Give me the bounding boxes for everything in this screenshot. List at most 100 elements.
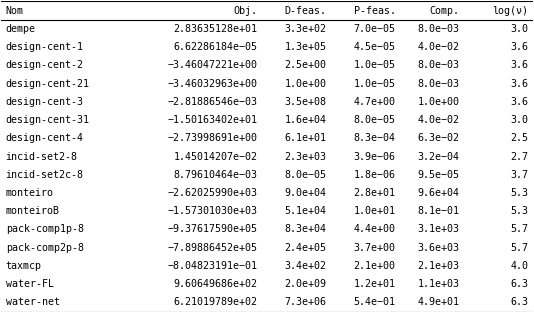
Text: monteiroB: monteiroB — [6, 206, 60, 216]
Text: 8.3e−04: 8.3e−04 — [354, 133, 396, 143]
Text: water-FL: water-FL — [6, 279, 53, 289]
Text: 1.8e−06: 1.8e−06 — [354, 170, 396, 180]
Text: water-net: water-net — [6, 297, 60, 307]
Text: D-feas.: D-feas. — [285, 6, 326, 16]
Text: 6.62286184e−05: 6.62286184e−05 — [174, 42, 257, 52]
Text: 2.0e+09: 2.0e+09 — [285, 279, 326, 289]
Text: 6.1e+01: 6.1e+01 — [285, 133, 326, 143]
Text: 8.1e−01: 8.1e−01 — [417, 206, 459, 216]
Text: −3.46047221e+00: −3.46047221e+00 — [168, 60, 257, 70]
Text: 5.4e−01: 5.4e−01 — [354, 297, 396, 307]
Text: design-cent-3: design-cent-3 — [6, 97, 84, 107]
Text: 1.45014207e−02: 1.45014207e−02 — [174, 151, 257, 162]
Text: −2.73998691e+00: −2.73998691e+00 — [168, 133, 257, 143]
Text: 2.83635128e+01: 2.83635128e+01 — [174, 24, 257, 34]
Text: design-cent-1: design-cent-1 — [6, 42, 84, 52]
Text: 3.0: 3.0 — [511, 115, 528, 125]
Text: 4.0e−02: 4.0e−02 — [417, 42, 459, 52]
Text: 3.7: 3.7 — [511, 170, 528, 180]
Text: −2.81886546e−03: −2.81886546e−03 — [168, 97, 257, 107]
Text: 3.5e+08: 3.5e+08 — [285, 97, 326, 107]
Text: 4.0e−02: 4.0e−02 — [417, 115, 459, 125]
Text: −8.04823191e−01: −8.04823191e−01 — [168, 261, 257, 271]
Text: 1.6e+04: 1.6e+04 — [285, 115, 326, 125]
Text: −9.37617590e+05: −9.37617590e+05 — [168, 224, 257, 234]
Text: 4.4e+00: 4.4e+00 — [354, 224, 396, 234]
Text: 4.7e+00: 4.7e+00 — [354, 97, 396, 107]
Text: 3.6: 3.6 — [511, 97, 528, 107]
Text: 5.7: 5.7 — [511, 243, 528, 253]
Text: 8.0e−03: 8.0e−03 — [417, 60, 459, 70]
Text: 2.5e+00: 2.5e+00 — [285, 60, 326, 70]
Text: 7.3e+06: 7.3e+06 — [285, 297, 326, 307]
Text: 4.9e+01: 4.9e+01 — [417, 297, 459, 307]
Text: 3.9e−06: 3.9e−06 — [354, 151, 396, 162]
Text: P-feas.: P-feas. — [354, 6, 396, 16]
Text: 5.1e+04: 5.1e+04 — [285, 206, 326, 216]
Text: pack-comp2p-8: pack-comp2p-8 — [6, 243, 84, 253]
Text: 5.7: 5.7 — [511, 224, 528, 234]
Text: 1.1e+03: 1.1e+03 — [417, 279, 459, 289]
Text: dempe: dempe — [6, 24, 36, 34]
Text: incid-set2-8: incid-set2-8 — [6, 151, 77, 162]
Text: 7.0e−05: 7.0e−05 — [354, 24, 396, 34]
Text: 3.2e−04: 3.2e−04 — [417, 151, 459, 162]
Text: 2.1e+03: 2.1e+03 — [417, 261, 459, 271]
Text: design-cent-21: design-cent-21 — [6, 79, 90, 89]
Text: 1.0e+01: 1.0e+01 — [354, 206, 396, 216]
Text: pack-comp1p-8: pack-comp1p-8 — [6, 224, 84, 234]
Text: design-cent-31: design-cent-31 — [6, 115, 90, 125]
Text: 9.6e+04: 9.6e+04 — [417, 188, 459, 198]
Text: 2.4e+05: 2.4e+05 — [285, 243, 326, 253]
Text: 3.6: 3.6 — [511, 79, 528, 89]
Text: 1.0e−05: 1.0e−05 — [354, 60, 396, 70]
Text: 3.6: 3.6 — [511, 42, 528, 52]
Text: 2.7: 2.7 — [511, 151, 528, 162]
Text: design-cent-2: design-cent-2 — [6, 60, 84, 70]
Text: 3.3e+02: 3.3e+02 — [285, 24, 326, 34]
Text: 2.1e+00: 2.1e+00 — [354, 261, 396, 271]
Text: design-cent-4: design-cent-4 — [6, 133, 84, 143]
Text: 2.8e+01: 2.8e+01 — [354, 188, 396, 198]
Text: 2.5: 2.5 — [511, 133, 528, 143]
Text: 1.0e+00: 1.0e+00 — [285, 79, 326, 89]
Text: 8.0e−03: 8.0e−03 — [417, 24, 459, 34]
Text: 3.4e+02: 3.4e+02 — [285, 261, 326, 271]
Text: 6.21019789e+02: 6.21019789e+02 — [174, 297, 257, 307]
Text: 3.6: 3.6 — [511, 60, 528, 70]
Text: −3.46032963e+00: −3.46032963e+00 — [168, 79, 257, 89]
Text: 4.0: 4.0 — [511, 261, 528, 271]
Text: log(ν): log(ν) — [492, 6, 528, 16]
Text: 8.0e−03: 8.0e−03 — [417, 79, 459, 89]
Text: taxmcp: taxmcp — [6, 261, 42, 271]
Text: 3.7e+00: 3.7e+00 — [354, 243, 396, 253]
Text: 3.6e+03: 3.6e+03 — [417, 243, 459, 253]
Text: −2.62025990e+03: −2.62025990e+03 — [168, 188, 257, 198]
Text: 3.0: 3.0 — [511, 24, 528, 34]
Text: 1.3e+05: 1.3e+05 — [285, 42, 326, 52]
Text: 5.3: 5.3 — [511, 188, 528, 198]
Text: 6.3: 6.3 — [511, 279, 528, 289]
Text: Nom: Nom — [6, 6, 23, 16]
Text: 4.5e−05: 4.5e−05 — [354, 42, 396, 52]
Text: 6.3e−02: 6.3e−02 — [417, 133, 459, 143]
Text: Comp.: Comp. — [429, 6, 459, 16]
Text: 8.79610464e−03: 8.79610464e−03 — [174, 170, 257, 180]
Text: 1.0e−05: 1.0e−05 — [354, 79, 396, 89]
Text: 8.0e−05: 8.0e−05 — [354, 115, 396, 125]
Text: −7.89886452e+05: −7.89886452e+05 — [168, 243, 257, 253]
Text: 9.60649686e+02: 9.60649686e+02 — [174, 279, 257, 289]
Text: 3.1e+03: 3.1e+03 — [417, 224, 459, 234]
Text: 9.5e−05: 9.5e−05 — [417, 170, 459, 180]
Text: 8.3e+04: 8.3e+04 — [285, 224, 326, 234]
Text: monteiro: monteiro — [6, 188, 53, 198]
Text: 2.3e+03: 2.3e+03 — [285, 151, 326, 162]
Text: −1.50163402e+01: −1.50163402e+01 — [168, 115, 257, 125]
Text: 5.3: 5.3 — [511, 206, 528, 216]
Text: 9.0e+04: 9.0e+04 — [285, 188, 326, 198]
Text: Obj.: Obj. — [233, 6, 257, 16]
Text: 1.2e+01: 1.2e+01 — [354, 279, 396, 289]
Text: 6.3: 6.3 — [511, 297, 528, 307]
Text: −1.57301030e+03: −1.57301030e+03 — [168, 206, 257, 216]
Text: 8.0e−05: 8.0e−05 — [285, 170, 326, 180]
